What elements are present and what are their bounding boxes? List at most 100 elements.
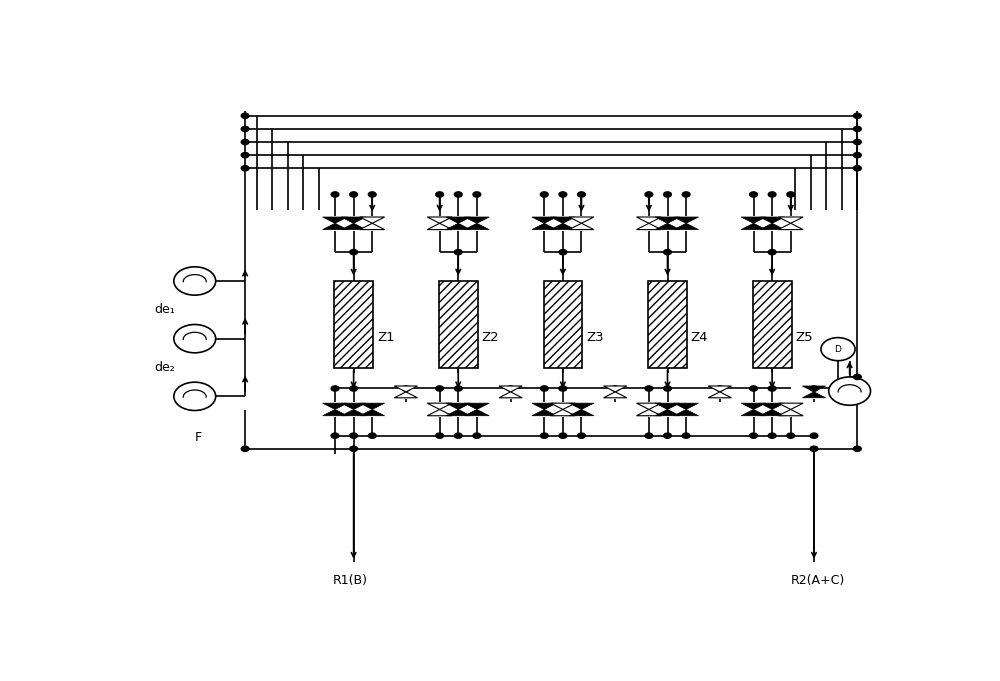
Circle shape — [854, 446, 861, 452]
Polygon shape — [446, 217, 471, 223]
Circle shape — [454, 192, 462, 197]
Polygon shape — [446, 223, 471, 229]
Polygon shape — [532, 403, 557, 409]
Circle shape — [611, 386, 619, 391]
Circle shape — [454, 249, 462, 255]
Polygon shape — [760, 223, 785, 229]
Polygon shape — [464, 409, 489, 415]
Polygon shape — [637, 217, 661, 223]
Polygon shape — [569, 217, 594, 223]
Bar — [648, 281, 687, 368]
Circle shape — [854, 126, 861, 131]
Circle shape — [768, 192, 776, 197]
Circle shape — [350, 192, 358, 197]
Circle shape — [854, 375, 861, 379]
Polygon shape — [741, 403, 766, 409]
Polygon shape — [499, 392, 522, 398]
Polygon shape — [741, 223, 766, 229]
Polygon shape — [778, 409, 803, 415]
Circle shape — [331, 433, 339, 439]
Circle shape — [241, 126, 249, 131]
Polygon shape — [604, 392, 627, 398]
Circle shape — [750, 433, 757, 439]
Polygon shape — [674, 217, 698, 223]
Bar — [544, 281, 582, 368]
Polygon shape — [708, 392, 731, 398]
Polygon shape — [464, 223, 489, 229]
Polygon shape — [760, 409, 785, 415]
Circle shape — [854, 113, 861, 118]
Circle shape — [436, 386, 444, 391]
Polygon shape — [427, 217, 452, 223]
Text: R1(B): R1(B) — [332, 573, 367, 586]
Circle shape — [768, 249, 776, 255]
Circle shape — [750, 192, 757, 197]
Circle shape — [454, 386, 462, 391]
Polygon shape — [360, 217, 385, 223]
Circle shape — [473, 192, 481, 197]
Polygon shape — [778, 223, 803, 229]
Polygon shape — [655, 409, 680, 415]
Polygon shape — [708, 386, 731, 392]
Polygon shape — [427, 223, 452, 229]
Polygon shape — [341, 217, 366, 223]
Polygon shape — [741, 217, 766, 223]
Polygon shape — [637, 409, 661, 415]
Circle shape — [750, 386, 757, 391]
Circle shape — [350, 446, 358, 452]
Polygon shape — [550, 223, 575, 229]
Circle shape — [787, 433, 795, 439]
Polygon shape — [655, 223, 680, 229]
Polygon shape — [674, 223, 698, 229]
Polygon shape — [446, 409, 471, 415]
Polygon shape — [360, 409, 385, 415]
Circle shape — [664, 433, 671, 439]
Text: R2(A+C): R2(A+C) — [791, 573, 845, 586]
Polygon shape — [464, 217, 489, 223]
Circle shape — [664, 192, 671, 197]
Circle shape — [454, 433, 462, 439]
Circle shape — [174, 325, 216, 353]
Polygon shape — [550, 217, 575, 223]
Text: Z2: Z2 — [482, 331, 499, 344]
Circle shape — [540, 433, 548, 439]
Text: D: D — [835, 345, 841, 353]
Polygon shape — [341, 409, 366, 415]
Polygon shape — [323, 409, 347, 415]
Polygon shape — [778, 403, 803, 409]
Circle shape — [241, 165, 249, 171]
Polygon shape — [323, 403, 347, 409]
Circle shape — [664, 386, 671, 391]
Circle shape — [810, 386, 818, 391]
Polygon shape — [655, 403, 680, 409]
Circle shape — [436, 433, 444, 439]
Polygon shape — [360, 223, 385, 229]
Circle shape — [350, 249, 358, 255]
Polygon shape — [674, 409, 698, 415]
Polygon shape — [760, 403, 785, 409]
Circle shape — [402, 386, 410, 391]
Polygon shape — [802, 392, 826, 398]
Circle shape — [331, 386, 339, 391]
Polygon shape — [778, 217, 803, 223]
Polygon shape — [532, 409, 557, 415]
Polygon shape — [532, 217, 557, 223]
Polygon shape — [569, 409, 594, 415]
Polygon shape — [323, 223, 347, 229]
Circle shape — [174, 382, 216, 411]
Polygon shape — [569, 223, 594, 229]
Circle shape — [350, 433, 358, 439]
Circle shape — [559, 386, 567, 391]
Polygon shape — [802, 386, 826, 392]
Circle shape — [350, 386, 358, 391]
Polygon shape — [394, 392, 418, 398]
Circle shape — [645, 433, 653, 439]
Circle shape — [682, 433, 690, 439]
Circle shape — [768, 433, 776, 439]
Circle shape — [559, 249, 567, 255]
Circle shape — [473, 433, 481, 439]
Polygon shape — [427, 403, 452, 409]
Text: F: F — [195, 432, 202, 445]
Circle shape — [559, 433, 567, 439]
Polygon shape — [604, 386, 627, 392]
